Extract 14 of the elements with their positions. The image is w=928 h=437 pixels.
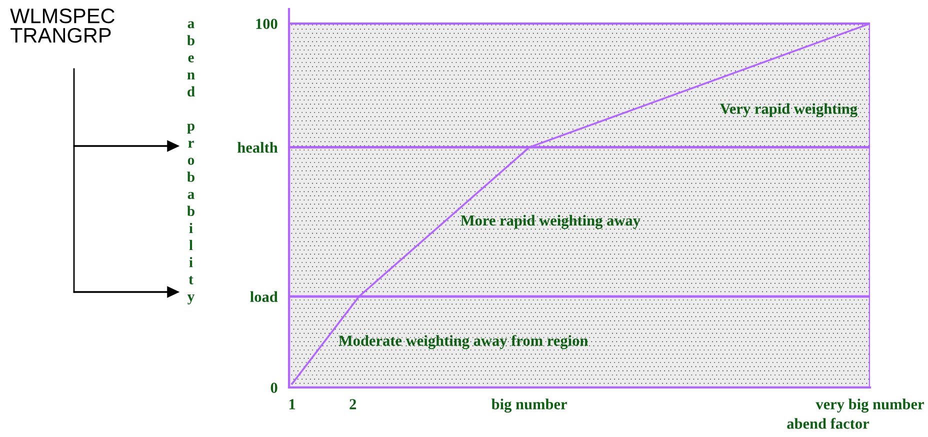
band-label: Moderate weighting away from region — [338, 334, 588, 350]
x-tick-label: 1 — [289, 399, 296, 410]
band-label: More rapid weighting away — [460, 214, 640, 229]
x-axis-title: abend factor — [787, 418, 870, 429]
y-tick-label: load — [250, 291, 278, 302]
y-tick-label: 100 — [256, 18, 278, 30]
x-tick-label: big number — [492, 398, 567, 413]
x-tick-label: 2 — [350, 399, 356, 410]
band-label: Very rapid weighting — [720, 103, 858, 118]
y-tick-label: 0 — [270, 382, 278, 393]
y-tick-label: health — [238, 142, 278, 153]
x-tick-label: very big number — [816, 398, 924, 413]
text: abend probability — [187, 21, 195, 304]
text: WLMSPEC TRANGRP — [10, 8, 115, 43]
